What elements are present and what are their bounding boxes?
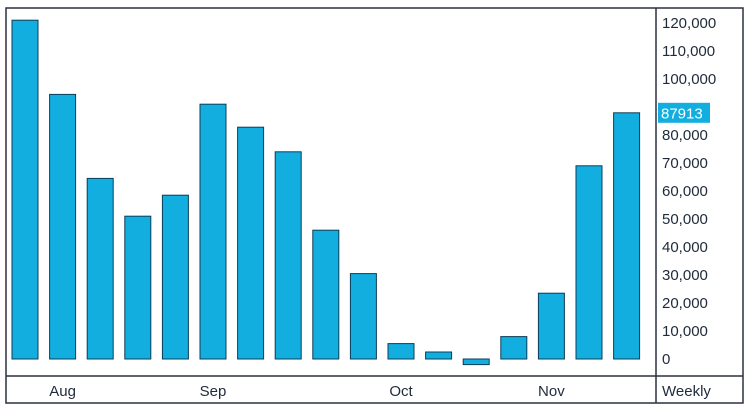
y-tick-label-3: 30,000: [662, 267, 708, 284]
y-tick-label-6: 60,000: [662, 183, 708, 200]
x-month-label-2: Oct: [389, 383, 413, 400]
y-tick-label-5: 50,000: [662, 211, 708, 228]
bar-13: [500, 336, 528, 360]
bar-11: [425, 351, 453, 360]
y-tick-label-2: 20,000: [662, 295, 708, 312]
y-tick-label-4: 40,000: [662, 239, 708, 256]
bar-0: [11, 19, 39, 360]
bar-16: [613, 112, 641, 360]
y-tick-label-7: 70,000: [662, 155, 708, 172]
x-month-label-1: Sep: [200, 383, 227, 400]
y-tick-label-0: 0: [662, 351, 670, 368]
y-tick-label-8: 80,000: [662, 127, 708, 144]
last-value-marker: 87913: [658, 102, 710, 123]
bar-12: [462, 358, 490, 366]
frequency-label: Weekly: [662, 383, 711, 400]
y-tick-labels: 0 10,000 20,000 30,000 40,000 50,000 60,000 70,…: [662, 15, 716, 368]
bars-group: [11, 19, 641, 366]
bar-8: [312, 229, 340, 360]
x-month-labels: Aug Sep Oct Nov: [49, 383, 565, 400]
bar-9: [349, 273, 377, 360]
bar-15: [575, 165, 603, 360]
bar-5: [199, 103, 227, 360]
y-tick-label-11: 110,000: [662, 43, 715, 60]
bar-3: [124, 215, 152, 360]
y-tick-label-10: 100,000: [662, 71, 716, 88]
x-month-label-0: Aug: [49, 383, 76, 400]
chart-frame: [5, 7, 744, 404]
bar-7: [274, 151, 302, 360]
bar-2: [86, 177, 114, 360]
bar-4: [161, 194, 189, 360]
bar-10: [387, 343, 415, 360]
y-tick-label-12: 120,000: [662, 15, 716, 32]
bar-14: [537, 292, 565, 360]
y-tick-label-1: 10,000: [662, 323, 708, 340]
bar-6: [237, 126, 265, 360]
last-value-marker-background: [658, 102, 710, 123]
bar-1: [49, 93, 77, 360]
last-value-marker-label: 87913: [661, 105, 703, 122]
x-month-label-3: Nov: [538, 383, 565, 400]
